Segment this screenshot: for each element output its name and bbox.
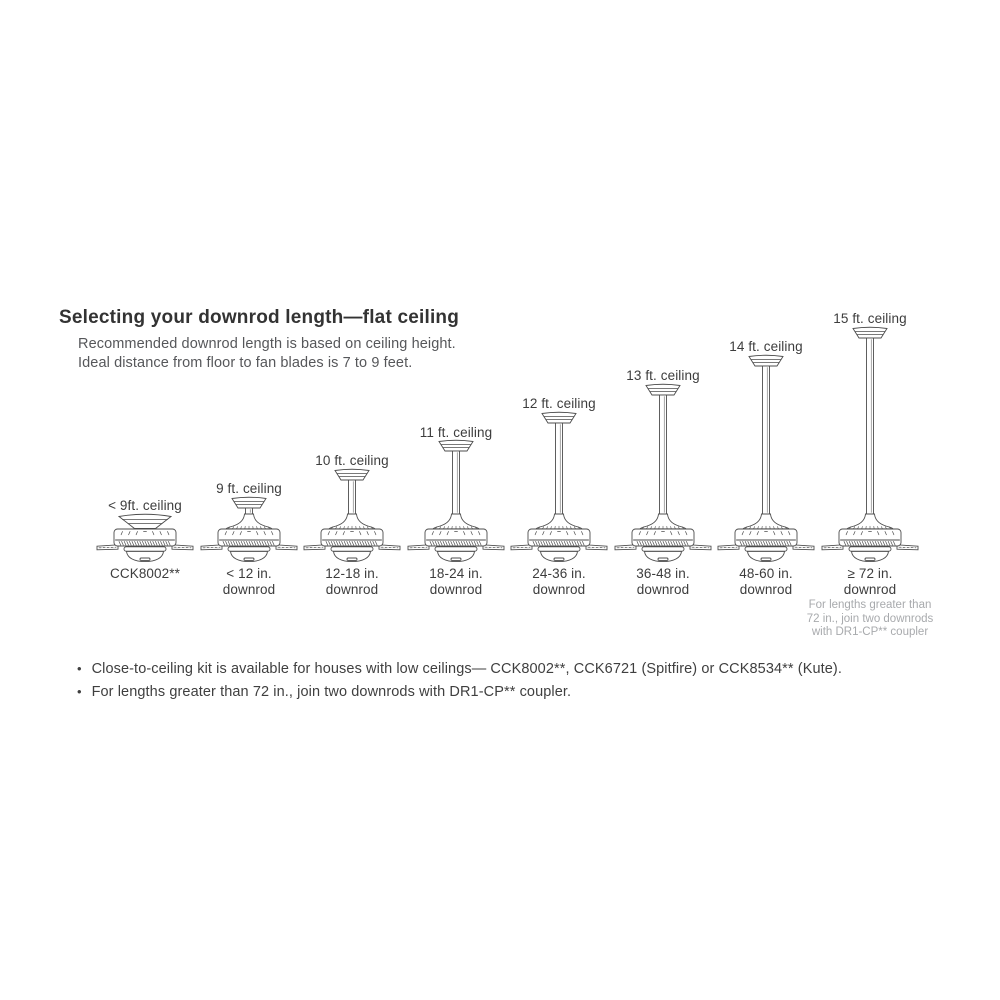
ceiling-height-label-8: 15 ft. ceiling bbox=[833, 311, 907, 326]
downrod-label-5: 24-36 in. downrod bbox=[532, 566, 586, 597]
downrod-label-6: 36-48 in. downrod bbox=[636, 566, 690, 597]
bullet-icon: • bbox=[77, 684, 82, 699]
footnote-2: • For lengths greater than 72 in., join … bbox=[77, 683, 842, 701]
fan-illustration-8 bbox=[821, 326, 919, 563]
footnotes: • Close-to-ceiling kit is available for … bbox=[77, 660, 842, 706]
fan-illustration-7 bbox=[717, 354, 815, 563]
coupler-note: For lengths greater than 72 in., join tw… bbox=[806, 599, 934, 638]
footnote-2-text: For lengths greater than 72 in., join tw… bbox=[91, 684, 572, 700]
fan-illustration-2 bbox=[200, 496, 298, 563]
downrod-label-3: 12-18 in. downrod bbox=[325, 566, 379, 597]
ceiling-height-label-4: 11 ft. ceiling bbox=[419, 425, 493, 440]
downrod-label-8: ≥ 72 in. downrod bbox=[843, 566, 897, 597]
downrod-label-7: 48-60 in. downrod bbox=[739, 566, 793, 597]
ceiling-height-label-6: 13 ft. ceiling bbox=[626, 368, 700, 383]
page-title: Selecting your downrod length—flat ceili… bbox=[59, 307, 460, 328]
fan-illustration-3 bbox=[303, 468, 401, 563]
footnote-1: • Close-to-ceiling kit is available for … bbox=[77, 660, 842, 678]
ceiling-height-label-2: 9 ft. ceiling bbox=[216, 481, 282, 496]
ceiling-height-label-5: 12 ft. ceiling bbox=[522, 396, 596, 411]
bullet-icon: • bbox=[77, 661, 82, 676]
subtitle-line-1: Recommended downrod length is based on c… bbox=[78, 336, 456, 352]
fan-illustration-5 bbox=[510, 411, 608, 563]
subtitle-line-2: Ideal distance from floor to fan blades … bbox=[78, 355, 413, 371]
ceiling-height-label-7: 14 ft. ceiling bbox=[729, 339, 803, 354]
fan-illustration-6 bbox=[614, 383, 712, 563]
fan-illustration-4 bbox=[407, 439, 505, 563]
ceiling-height-label-1: < 9ft. ceiling bbox=[108, 498, 182, 513]
downrod-label-1: CCK8002** bbox=[110, 566, 180, 581]
downrod-label-4: 18-24 in. downrod bbox=[429, 566, 483, 597]
fan-illustration-1 bbox=[96, 513, 194, 563]
downrod-label-2: < 12 in. downrod bbox=[222, 566, 276, 597]
ceiling-height-label-3: 10 ft. ceiling bbox=[315, 453, 389, 468]
footnote-1-text: Close-to-ceiling kit is available for ho… bbox=[91, 661, 842, 677]
